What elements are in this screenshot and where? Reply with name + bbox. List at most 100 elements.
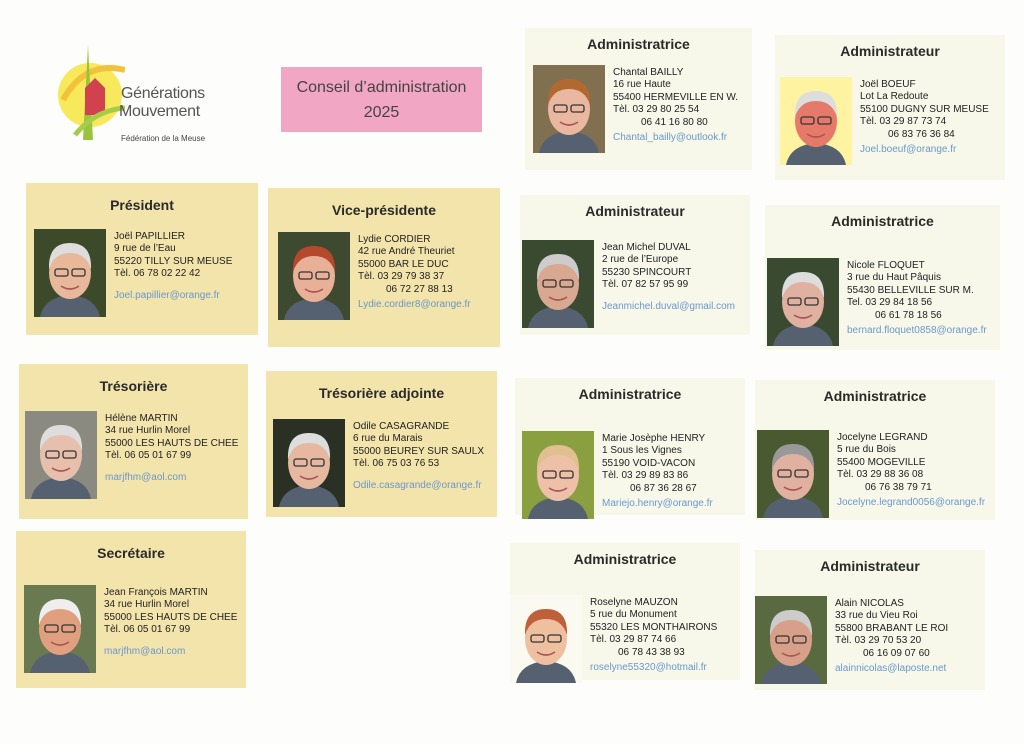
member-name: Odile CASAGRANDE (353, 421, 450, 432)
member-phone: Tèl. 03 29 87 74 66 (590, 634, 677, 646)
member-address: 6 rue du Marais (353, 433, 423, 445)
member-role: Administratrice (578, 386, 682, 402)
member-photo (522, 431, 594, 519)
member-mobile: 06 72 27 88 13 (386, 283, 453, 295)
member-email-link[interactable]: Joel.papillier@orange.fr (114, 289, 220, 301)
member-name: Marie Josèphe HENRY (602, 433, 706, 444)
member-name: Nicole FLOQUET (847, 260, 925, 271)
member-photo (34, 229, 106, 317)
member-email-link[interactable]: marjfhm@aol.com (105, 471, 187, 483)
page-title-year: 2025 (363, 104, 400, 121)
member-email-link[interactable]: Jeanmichel.duval@gmail.com (602, 300, 735, 312)
member-mobile: 06 87 36 28 67 (630, 482, 697, 494)
member-mobile: 06 83 76 36 84 (888, 128, 955, 140)
member-email-link[interactable]: Jocelyne.legrand0056@orange.fr (837, 497, 986, 509)
member-card: Vice-présidente Lydie CORDIER 42 rue And… (268, 188, 500, 347)
member-name: Joël BOEUF (860, 79, 916, 90)
member-photo (24, 585, 96, 673)
logo-line2: Mouvement (119, 103, 200, 120)
member-phone: Tèl. 03 29 88 36 08 (837, 469, 924, 481)
member-name: Joël PAPILLIER (114, 231, 185, 242)
member-photo (755, 596, 827, 684)
member-details: Odile CASAGRANDE 6 rue du Marais 55000 B… (353, 421, 484, 492)
member-details: Joël BOEUF Lot La Redoute 55100 DUGNY SU… (860, 79, 989, 156)
member-city: 55220 TILLY SUR MEUSE (114, 255, 233, 267)
member-mobile: 06 16 09 07 60 (863, 647, 930, 659)
member-address: 3 rue du Haut Pâquis (847, 272, 941, 284)
member-card: Administrateur Jean Michel DUVAL 2 rue d… (520, 195, 750, 335)
member-city: 55230 SPINCOURT (602, 266, 692, 278)
member-city: 55190 VOID-VACON (602, 457, 696, 469)
member-mobile: 06 61 78 18 56 (875, 309, 942, 321)
member-address: 2 rue de l’Europe (602, 254, 679, 266)
member-email-link[interactable]: roselyne55320@hotmail.fr (590, 662, 707, 674)
member-card: Administrateur Alain NICOLAS 33 rue du V… (755, 550, 985, 690)
portrait-icon (31, 425, 91, 499)
member-role: Trésorière adjointe (318, 385, 445, 401)
generations-mouvement-logo: Générations Mouvement Fédération de la M… (55, 40, 235, 150)
logo-line1: Générations (121, 85, 205, 102)
member-name: Alain NICOLAS (835, 598, 904, 609)
member-name: Jean Michel DUVAL (602, 242, 691, 253)
member-email-link[interactable]: Joel.boeuf@orange.fr (860, 144, 957, 156)
member-details: Alain NICOLAS 33 rue du Vieu Roi 55800 B… (835, 598, 948, 675)
member-mobile: 06 76 38 79 71 (865, 481, 932, 493)
member-role: Secrétaire (97, 545, 165, 561)
member-name: Hélène MARTIN (105, 413, 178, 424)
member-city: 55000 LES HAUTS DE CHEE (105, 437, 239, 449)
member-photo (273, 419, 345, 507)
member-mobile: 06 78 43 38 93 (618, 646, 685, 658)
member-address: 34 rue Hurlin Morel (105, 425, 191, 437)
member-mobile: 06 41 16 80 80 (641, 116, 708, 128)
member-address: 9 rue de l’Eau (114, 243, 176, 255)
member-email-link[interactable]: Chantal_bailly@outlook.fr (613, 132, 728, 144)
member-card: Trésorière adjointe Odile CASAGRANDE 6 r… (266, 371, 497, 517)
member-details: Hélène MARTIN 34 rue Hurlin Morel 55000 … (105, 413, 238, 484)
member-role: Administrateur (820, 558, 920, 574)
member-photo (780, 77, 852, 165)
member-details: Nicole FLOQUET 3 rue du Haut Pâquis 5543… (847, 260, 987, 337)
member-photo (757, 430, 829, 518)
member-email-link[interactable]: alainnicolas@laposte.net (835, 663, 947, 675)
member-name: Roselyne MAUZON (590, 597, 678, 608)
page-title: Conseil d’administration 2025 (281, 67, 482, 132)
member-email-link[interactable]: Mariejo.henry@orange.fr (602, 498, 713, 510)
member-phone: Tèl. 03 29 80 25 54 (613, 104, 700, 116)
member-address: 5 rue du Bois (837, 444, 896, 456)
member-address: Lot La Redoute (860, 91, 929, 103)
portrait-icon (40, 243, 100, 317)
member-address: 5 rue du Monument (590, 609, 677, 621)
member-address: 42 rue André Theuriet (358, 246, 455, 258)
member-details: Jean Michel DUVAL 2 rue de l’Europe 5523… (602, 242, 735, 313)
member-card: Administratrice Marie Josèphe HENRY 1 So… (515, 378, 745, 519)
portrait-icon (786, 91, 846, 165)
member-phone: Tèl. 06 78 02 22 42 (114, 268, 201, 280)
member-photo (510, 595, 582, 683)
member-phone: Tèl. 06 75 03 76 53 (353, 458, 440, 470)
member-phone: Tèl. 03 29 79 38 37 (358, 271, 445, 283)
member-role: Administrateur (585, 203, 685, 219)
member-role: Administratrice (831, 213, 934, 229)
member-city: 55800 BRABANT LE ROI (835, 622, 949, 634)
member-email-link[interactable]: Lydie.cordier8@orange.fr (358, 299, 471, 311)
portrait-icon (30, 599, 90, 673)
member-photo (25, 411, 97, 499)
member-email-link[interactable]: Odile.casagrande@orange.fr (353, 479, 482, 491)
member-card: Administratrice Nicole FLOQUET 3 rue du … (765, 205, 1000, 350)
logo-emblem-icon (58, 45, 125, 140)
member-name: Jocelyne LEGRAND (837, 432, 928, 443)
member-phone: Tèl. 03 29 70 53 20 (835, 635, 922, 647)
member-photo (522, 240, 594, 328)
member-role: Administratrice (573, 551, 677, 567)
member-phone: Tèl. 06 05 01 67 99 (104, 624, 191, 636)
member-card: Trésorière Hélène MARTIN 34 rue Hurlin M… (19, 364, 248, 519)
member-email-link[interactable]: marjfhm@aol.com (104, 645, 186, 657)
member-address: 34 rue Hurlin Morel (104, 599, 190, 611)
member-card: Administratrice Chantal BAILLY 16 rue Ha… (525, 28, 752, 170)
member-phone: Tèl. 07 82 57 95 99 (602, 279, 689, 291)
member-card: Président Joël PAPILLIER 9 rue de l’Eau … (26, 183, 258, 335)
member-name: Jean François MARTIN (104, 587, 208, 598)
portrait-icon (763, 444, 823, 518)
member-email-link[interactable]: bernard.floquet0858@orange.fr (847, 325, 987, 337)
member-city: 55000 LES HAUTS DE CHEE (104, 611, 238, 623)
